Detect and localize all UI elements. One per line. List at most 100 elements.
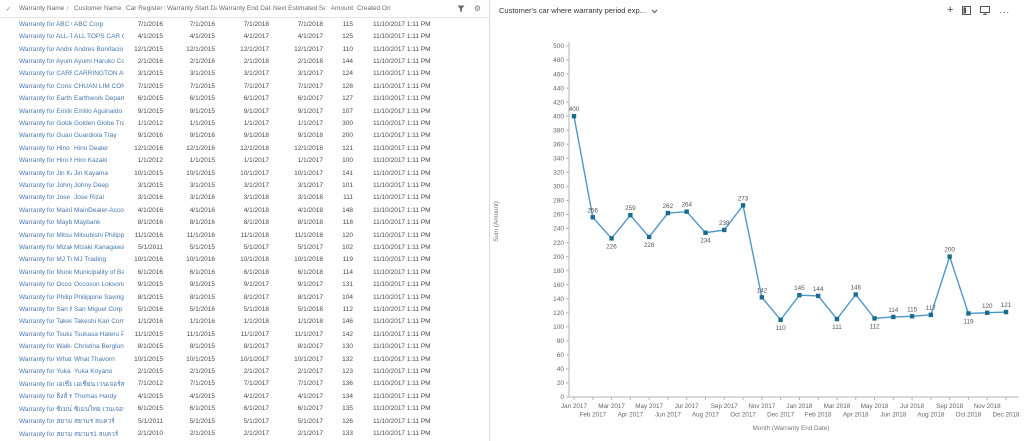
record-link[interactable]: Warranty for Maybank: [19, 219, 72, 227]
table-row[interactable]: Warranty for MaybankMaybank 8/1/2016 8/1/2…: [0, 217, 489, 229]
record-link[interactable]: ซิเมนไทย เวนเจอร์ส: [74, 405, 124, 413]
record-link[interactable]: Takeshi Kan Company: [74, 318, 124, 326]
record-link[interactable]: Johny Deep: [74, 181, 109, 189]
data-point[interactable]: [909, 314, 915, 319]
data-point[interactable]: [778, 317, 783, 322]
table-row[interactable]: Warranty for Emilio A...Emilio Aguinaldo…: [0, 105, 489, 117]
column-header-created-on[interactable]: Created On: [357, 5, 391, 12]
table-row[interactable]: Warranty for Walk-in ...Christina Berglu…: [0, 341, 489, 353]
table-row[interactable]: Warranty for Philippin...Philippine Savi…: [0, 291, 489, 303]
record-link[interactable]: Warranty for Golden ...: [19, 119, 72, 127]
column-header-customer-name[interactable]: Customer Name: [74, 5, 122, 12]
data-point[interactable]: [853, 292, 858, 297]
data-point[interactable]: [646, 234, 652, 240]
record-link[interactable]: Warranty for Mizaki K...: [19, 244, 72, 252]
plus-icon[interactable]: +: [947, 3, 954, 16]
table-row[interactable]: Warranty for ALL-TOP...ALL TOPS CAR CO. …: [0, 30, 489, 42]
record-link[interactable]: Warranty for MJ Trad...: [19, 256, 72, 264]
table-row[interactable]: Warranty for Takeshi ...Takeshi Kan Comp…: [0, 316, 489, 328]
record-link[interactable]: Guardiola Tray: [74, 132, 117, 140]
record-link[interactable]: Warranty for ธิงส์ พ...: [19, 393, 72, 401]
record-link[interactable]: Maybank: [74, 219, 101, 227]
record-link[interactable]: Warranty for Hiro Kaz...: [19, 157, 72, 165]
data-point[interactable]: [609, 236, 614, 241]
table-row[interactable]: Warranty for CARRIN...CARRINGTON AUTO ..…: [0, 68, 489, 80]
record-link[interactable]: Warranty for Mitsubis...: [19, 231, 72, 239]
record-link[interactable]: Mizaki Kanagawa: [74, 244, 124, 252]
data-point[interactable]: [590, 215, 595, 220]
table-row[interactable]: Warranty for Occoson...Occoson Loksono 9/…: [0, 279, 489, 291]
data-point[interactable]: [947, 254, 952, 259]
table-row[interactable]: Warranty for ธิงส์ พ...Thomas Hardy 4/1/2…: [0, 390, 489, 402]
record-link[interactable]: Warranty for Philippin...: [19, 293, 72, 301]
record-link[interactable]: CARRINGTON AUTO ...: [74, 70, 124, 78]
ellipsis-icon[interactable]: ...: [999, 4, 1010, 15]
record-link[interactable]: Warranty for Takeshi ...: [19, 318, 72, 326]
record-link[interactable]: Warranty for Tsukasa ...: [19, 330, 72, 338]
record-link[interactable]: Yuka Koyano: [74, 368, 113, 376]
data-point[interactable]: [891, 314, 896, 320]
record-link[interactable]: Andres Bonifacio: [74, 45, 124, 53]
record-link[interactable]: Hiro Kazaki: [74, 157, 108, 165]
filter-icon[interactable]: [457, 5, 465, 13]
record-link[interactable]: Ayumi Haruko Comp...: [74, 57, 124, 65]
table-row[interactable]: Warranty for ซิเมนไ...ซิเมนไทย เวนเจอร์ส…: [0, 403, 489, 415]
record-link[interactable]: ABC Corp: [74, 20, 104, 28]
record-link[interactable]: Warranty for Andres ...: [19, 45, 72, 53]
data-point[interactable]: [703, 230, 708, 235]
record-link[interactable]: Christina Berglund: [74, 343, 124, 351]
record-link[interactable]: MainDealer-Account: [74, 206, 124, 214]
record-link[interactable]: Warranty for สยามร ส...: [19, 418, 72, 426]
record-link[interactable]: Warranty for Guardiol...: [19, 132, 72, 140]
column-header-warranty-start-date[interactable]: Warranty Start Date: [167, 5, 217, 12]
record-link[interactable]: Warranty for CARRIN...: [19, 70, 72, 78]
record-link[interactable]: ALL TOPS CAR CO. LTD: [74, 33, 124, 41]
record-link[interactable]: MJ Trading: [74, 256, 107, 264]
data-point[interactable]: [834, 316, 840, 322]
record-link[interactable]: Warranty for Emilio A...: [19, 107, 72, 115]
table-row[interactable]: Warranty for Johny D...Johny Deep 3/1/201…: [0, 179, 489, 191]
record-link[interactable]: Warranty for What Th...: [19, 355, 72, 363]
table-row[interactable]: Warranty for San Mig...San Miguel Corp 5/…: [0, 303, 489, 315]
record-link[interactable]: Emilio Aguinaldo: [74, 107, 123, 115]
table-row[interactable]: Warranty for Yuka Ko...Yuka Koyano 2/1/20…: [0, 365, 489, 377]
data-point[interactable]: [722, 227, 727, 233]
data-point[interactable]: [571, 114, 577, 119]
data-point[interactable]: [928, 312, 934, 318]
table-row[interactable]: Warranty for What Th...What Thavorn 10/1/…: [0, 353, 489, 365]
record-link[interactable]: Warranty for Jin Kaya...: [19, 169, 72, 177]
record-link[interactable]: Warranty for ซิเมนไ...: [19, 405, 72, 413]
table-row[interactable]: Warranty for Jin Kaya...Jin Kayama 10/1/2…: [0, 167, 489, 179]
table-row[interactable]: Warranty for Ayumi H...Ayumi Haruko Comp…: [0, 55, 489, 67]
record-link[interactable]: Warranty for Johny D...: [19, 181, 72, 189]
record-link[interactable]: Warranty for ALL-TOP...: [19, 33, 72, 41]
record-link[interactable]: เอเชียน เวนเจอร์ส: [74, 380, 124, 388]
data-point[interactable]: [815, 293, 821, 299]
gear-icon[interactable]: ⚙: [473, 4, 481, 13]
record-link[interactable]: Warranty for Walk-in ...: [19, 343, 72, 351]
data-point[interactable]: [684, 209, 689, 214]
record-link[interactable]: What Thavorn: [74, 355, 115, 363]
table-row[interactable]: Warranty for ABC CorpABC Corp 7/1/2016 7/1…: [0, 18, 489, 30]
record-link[interactable]: Warranty for Occoson...: [19, 281, 72, 289]
record-link[interactable]: Jose Rizal: [74, 194, 104, 202]
column-header-warranty-name[interactable]: Warranty Name ↑: [19, 5, 70, 12]
table-row[interactable]: Warranty for Earthwo...Earthwork Departm…: [0, 92, 489, 104]
monitor-icon[interactable]: [980, 5, 991, 15]
data-point[interactable]: [759, 295, 765, 300]
record-link[interactable]: Warranty for Municip...: [19, 268, 72, 276]
table-row[interactable]: Warranty for Municip...Municipality of B…: [0, 266, 489, 278]
data-point[interactable]: [797, 293, 802, 298]
data-point[interactable]: [628, 212, 633, 218]
record-link[interactable]: Earthwork Department: [74, 95, 124, 103]
record-link[interactable]: Warranty for Yuka Ko...: [19, 368, 72, 376]
table-row[interactable]: Warranty for MainDe...MainDealer-Account…: [0, 204, 489, 216]
table-row[interactable]: Warranty for สยามร1 ...สยามร1 สแควร์ 2/1/…: [0, 427, 489, 439]
record-link[interactable]: Golden Globe Trading...: [74, 119, 124, 127]
record-link[interactable]: Warranty for Jose Rizal: [19, 194, 72, 202]
table-row[interactable]: Warranty for เอเชียน ...เอเชียน เวนเจอร์…: [0, 378, 489, 390]
record-link[interactable]: Warranty for สยามร1 ...: [19, 430, 72, 438]
record-link[interactable]: Warranty for Hino Da...: [19, 144, 72, 152]
table-row[interactable]: Warranty for Jose RizalJose Rizal 3/1/201…: [0, 192, 489, 204]
data-point[interactable]: [985, 310, 990, 315]
